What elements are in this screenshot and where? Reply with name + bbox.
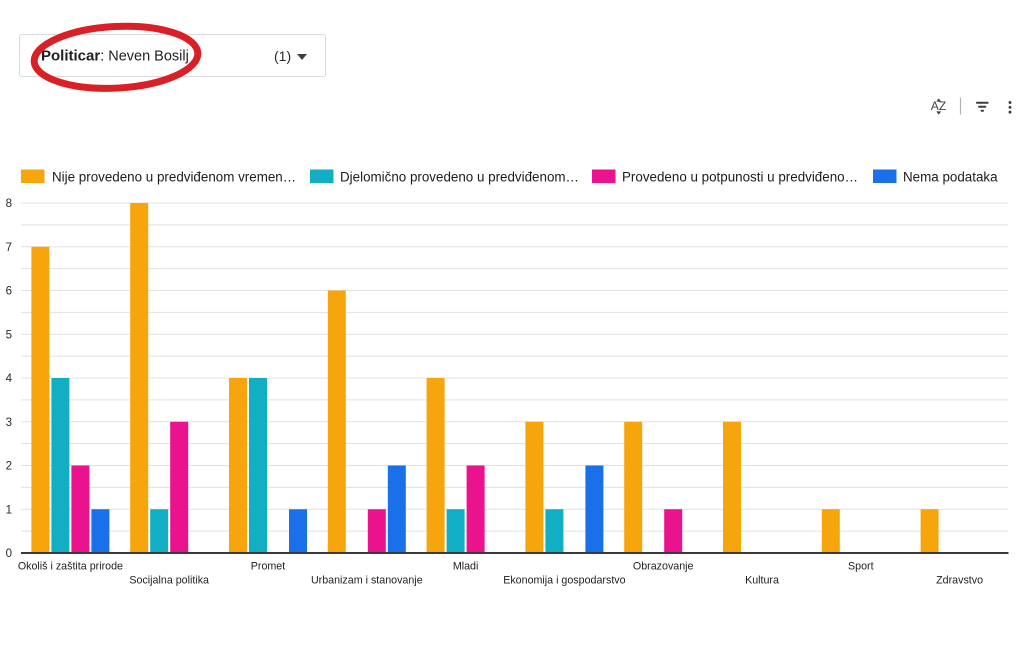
svg-text:3: 3	[6, 417, 12, 429]
svg-text:Kultura: Kultura	[745, 575, 779, 587]
svg-text:Urbanizam i stanovanje: Urbanizam i stanovanje	[311, 575, 423, 587]
svg-text:Sport: Sport	[848, 561, 874, 573]
svg-text:Nema podataka: Nema podataka	[903, 170, 998, 185]
svg-text:6: 6	[6, 286, 12, 298]
svg-text:Mladi: Mladi	[453, 561, 479, 573]
svg-text:Obrazovanje: Obrazovanje	[633, 561, 694, 573]
svg-text:7: 7	[6, 242, 12, 254]
svg-text:Promet: Promet	[251, 561, 285, 573]
svg-text:Z: Z	[939, 99, 946, 113]
svg-text:Okoliš i zaštita prirode: Okoliš i zaštita prirode	[18, 561, 123, 573]
svg-text:5: 5	[6, 329, 12, 341]
svg-text:2: 2	[6, 461, 12, 473]
svg-text:Nije provedeno u predviđenom v: Nije provedeno u predviđenom vremen…	[52, 170, 296, 185]
svg-text:Ekonomija i gospodarstvo: Ekonomija i gospodarstvo	[503, 575, 625, 587]
svg-text:4: 4	[6, 373, 13, 385]
svg-text:Socijalna politika: Socijalna politika	[129, 575, 209, 587]
svg-text:1: 1	[6, 504, 12, 516]
svg-text:8: 8	[6, 198, 12, 210]
svg-text:Provedeno u potpunosti u predv: Provedeno u potpunosti u predviđeno…	[622, 170, 858, 185]
svg-text:Zdravstvo: Zdravstvo	[936, 575, 983, 587]
svg-text:0: 0	[6, 548, 12, 560]
svg-text:Djelomično provedeno u predviđ: Djelomično provedeno u predviđenom…	[340, 170, 579, 185]
svg-text:A: A	[931, 99, 939, 113]
